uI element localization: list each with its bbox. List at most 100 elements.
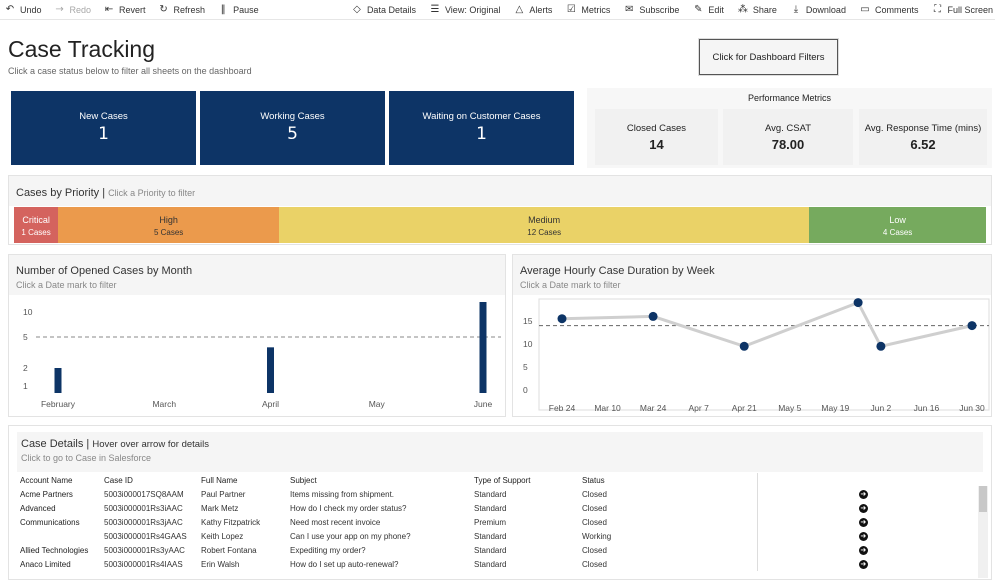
full-screen-button[interactable]: ⛶ Full Screen [931,4,993,15]
table-row[interactable]: 5003i000001Rs4GAAS Keith Lopez Can I use y… [20,529,969,543]
priority-count: 1 Cases [21,228,51,237]
arrow-right-icon[interactable]: ➜ [858,532,868,541]
priority-medium-segment[interactable]: Medium 12 Cases [279,207,810,243]
new-cases-tile[interactable]: New Cases 1 [11,91,196,165]
duration-point[interactable] [648,311,658,321]
x-tick-label: Apr 21 [732,403,757,413]
cell-case-id: 5003i000001Rs3yAAC [104,545,185,555]
cell-case-id: 5003i000017SQ8AAM [104,489,184,499]
data-details-button[interactable]: ◇ Data Details [351,4,416,15]
page-title: Case Tracking [8,36,156,62]
view-original-label: View: Original [444,4,501,15]
x-tick-label: Apr 7 [689,403,710,413]
table-scrollbar[interactable] [978,486,988,578]
x-tick-label: April [262,399,279,409]
duration-point[interactable] [967,321,977,331]
arrow-right-icon[interactable]: ➜ [858,560,868,569]
tile-label: Working Cases [260,111,325,122]
cell-support: Standard [474,531,507,541]
cell-account [20,529,104,543]
duration-point[interactable] [739,341,749,351]
metrics-label: Metrics [581,4,611,15]
duration-subtitle: Click a Date mark to filter [520,280,621,290]
comments-label: Comments [874,4,919,15]
metric-value: 78.00 [771,137,805,152]
arrow-right-icon[interactable]: ➜ [858,546,868,555]
scroll-thumb[interactable] [979,486,987,512]
cell-name: Keith Lopez [201,531,244,541]
revert-label: Revert [119,4,146,15]
arrow-right-icon[interactable]: ➜ [858,490,868,499]
duration-point[interactable] [876,341,886,351]
opened-cases-title: Number of Opened Cases by Month [16,265,193,277]
y-tick-label: 5 [23,332,28,342]
download-icon: ⤓ [793,4,799,15]
opened-cases-subtitle: Click a Date mark to filter [16,280,117,290]
priority-low-segment[interactable]: Low 4 Cases [809,207,986,243]
subscribe-button[interactable]: ✉ Subscribe [623,4,679,15]
x-tick-label: February [41,399,76,409]
edit-button[interactable]: ✎ Edit [692,4,724,15]
case-details-subtitle: Click to go to Case in Salesforce [21,453,152,463]
undo-label: Undo [20,4,42,15]
comments-button[interactable]: ▭ Comments [859,4,919,15]
cell-support: Standard [474,559,507,569]
table-row[interactable]: Allied Technologies 5003i000001Rs3yAAC Rob… [20,543,969,557]
arrow-right-icon[interactable]: ➜ [858,504,868,513]
priority-title-line: Cases by Priority | Click a Priority to … [16,187,195,199]
redo-button[interactable]: → Redo [54,4,91,15]
x-tick-label: Mar 10 [594,403,621,413]
cell-case-id: 5003i000001Rs4IAAS [104,559,183,569]
priority-critical-segment[interactable]: Critical 1 Cases [14,207,59,243]
priority-name: Medium [528,215,561,225]
cell-name: Paul Partner [201,489,246,499]
priority-count: 4 Cases [882,228,913,237]
working-cases-tile[interactable]: Working Cases 5 [200,91,385,165]
column-header: Full Name [201,475,238,485]
page-subtitle: Click a case status below to filter all … [8,66,252,76]
x-tick-label: May 5 [778,403,801,413]
priority-panel: Cases by Priority | Click a Priority to … [8,175,992,245]
arrow-cell: ➜ [756,557,969,571]
x-tick-label: Jun 30 [959,403,985,413]
table-row[interactable]: Communications 5003i000001Rs3jAAC Kathy Fi… [20,515,969,529]
priority-name: Critical [22,215,50,225]
revert-button[interactable]: ⇤ Revert [103,4,146,15]
cell-account: Communications [20,517,80,527]
undo-button[interactable]: ↶ Undo [4,4,42,15]
alerts-button[interactable]: △ Alerts [513,4,552,15]
waiting-cases-tile[interactable]: Waiting on Customer Cases 1 [389,91,574,165]
duration-point[interactable] [853,298,863,308]
column-header: Subject [290,475,317,485]
table-row[interactable]: Advanced 5003i000001Rs3iAAC Mark Metz How d… [20,501,969,515]
priority-high-segment[interactable]: High 5 Cases [58,207,280,243]
tile-value: 1 [476,124,487,144]
arrow-right-icon[interactable]: ➜ [858,518,868,527]
bar-june[interactable] [479,302,487,393]
cell-status: Closed [582,517,607,527]
y-tick-label: 15 [523,316,533,326]
view-original-button[interactable]: ☰ View: Original [429,4,500,15]
download-button[interactable]: ⤓ Download [790,4,846,15]
x-tick-label: Jun 16 [914,403,940,413]
duration-point[interactable] [557,314,567,324]
bar-april[interactable] [267,347,274,393]
share-button[interactable]: ⁂ Share [737,4,777,15]
refresh-button[interactable]: ↻ Refresh [158,4,205,15]
y-tick-label: 10 [523,339,533,349]
arrow-cell: ➜ [756,529,969,543]
cell-case-id: 5003i000001Rs3jAAC [104,517,183,527]
case-details-title-line: Case Details | Hover over arrow for deta… [21,438,209,450]
table-row[interactable]: Anaco Limited 5003i000001Rs4IAAS Erin Wals… [20,557,969,571]
cell-case-id: 5003i000001Rs3iAAC [104,503,183,513]
cell-status: Closed [582,559,607,569]
arrow-column-header [756,473,969,487]
dashboard-filters-button[interactable]: Click for Dashboard Filters [699,39,838,75]
subscribe-icon: ✉ [625,4,634,15]
toolbar: ↶ Undo → Redo ⇤ Revert ↻ Refresh ‖ Pause ◇ Data De… [0,0,995,20]
bar-february[interactable] [54,368,62,393]
table-row[interactable]: Acme Partners 5003i000017SQ8AAM Paul Partn… [20,487,969,501]
metrics-button[interactable]: ☑ Metrics [565,4,610,15]
case-details-panel: Case Details | Hover over arrow for deta… [8,425,992,580]
pause-button[interactable]: ‖ Pause [217,4,259,15]
